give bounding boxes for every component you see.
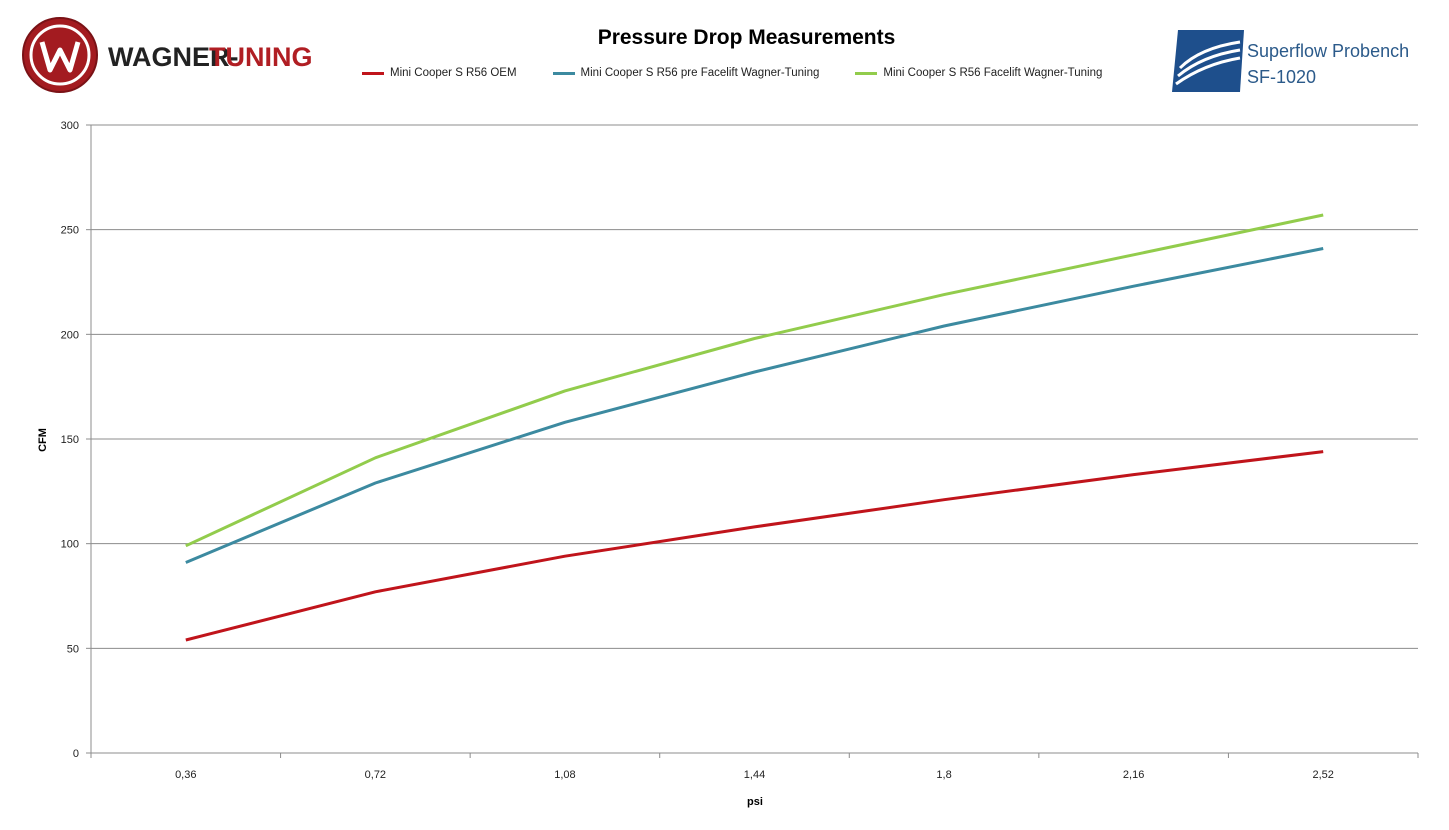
legend-label: Mini Cooper S R56 OEM [390,67,517,79]
superflow-name: Superflow Probench [1247,41,1410,61]
legend-swatch [855,71,878,75]
series-line [185,213,1324,548]
x-tick-label: 1,8 [936,769,951,781]
y-axis-label: CFM [37,428,49,452]
legend-label: Mini Cooper S R56 Facelift Wagner-Tuning [883,67,1103,79]
superflow-model: SF-1020 [1247,67,1317,87]
legend-swatch [552,71,575,75]
y-tick-label: 150 [61,434,79,446]
axes [86,124,1419,758]
y-tick-label: 250 [61,225,79,237]
superflow-logo [1172,30,1244,92]
legend-swatch [362,71,384,75]
y-tick-label: 200 [61,329,79,341]
x-tick-labels: 0,36 0,72 1,08 1,44 1,8 2,16 2,52 [175,769,1334,781]
legend-item: Mini Cooper S R56 OEM [362,67,517,79]
logo-text-wagner: WAGNER- [108,42,239,72]
x-tick-label: 2,52 [1313,769,1334,781]
superflow-caption: Superflow Probench SF-1020 [1247,38,1409,90]
y-tick-labels: 0 50 100 150 200 250 300 [61,120,79,760]
x-tick-label: 1,44 [744,769,765,781]
x-tick-label: 2,16 [1123,769,1144,781]
series-lines [185,213,1324,642]
y-tick-label: 0 [73,748,79,760]
series-line [185,247,1324,564]
gridlines [91,124,1418,649]
x-tick-label: 0,36 [175,769,196,781]
y-tick-label: 300 [61,120,79,132]
legend-label: Mini Cooper S R56 pre Facelift Wagner-Tu… [580,67,820,79]
legend-item: Mini Cooper S R56 pre Facelift Wagner-Tu… [552,67,820,79]
logo-text-tuning: TUNING [209,42,313,72]
y-tick-label: 50 [67,643,79,655]
x-tick-label: 0,72 [365,769,386,781]
chart-legend: Mini Cooper S R56 OEM Mini Cooper S R56 p… [362,64,1138,82]
x-tick-label: 1,08 [554,769,575,781]
wagner-tuning-logo: WAGNER- TUNING [22,17,313,93]
series-line [185,450,1324,642]
x-axis-label: psi [747,796,763,808]
y-tick-label: 100 [61,539,79,551]
legend-item: Mini Cooper S R56 Facelift Wagner-Tuning [855,67,1102,79]
chart-title: Pressure Drop Measurements [597,26,896,49]
